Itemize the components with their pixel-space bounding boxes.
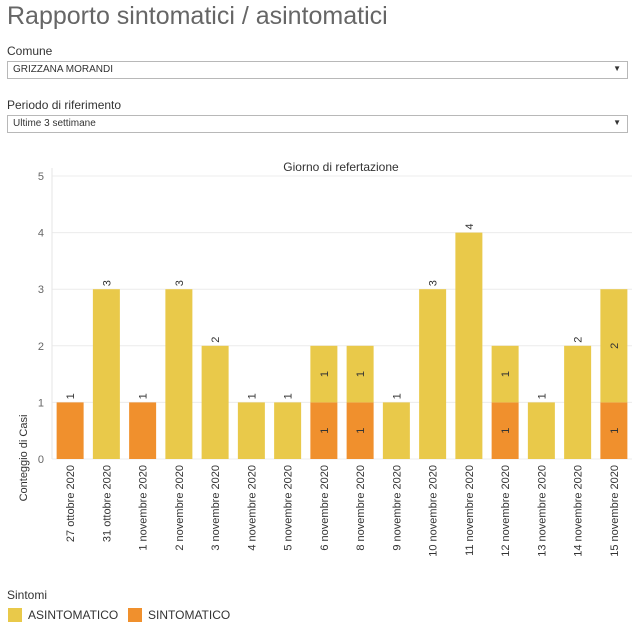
data-label: 3 [428,280,440,286]
bar-asintomatico[interactable] [491,345,519,403]
x-tick-label: 4 novembre 2020 [246,465,258,551]
x-tick-label: 10 novembre 2020 [428,465,440,557]
data-label: 1 [500,371,512,377]
x-tick-label: 2 novembre 2020 [174,465,186,551]
y-tick-label: 0 [38,454,44,466]
bar-asintomatico[interactable] [346,345,374,403]
bar-asintomatico[interactable] [274,402,302,459]
comune-label: Comune [7,44,53,58]
x-tick-label: 11 novembre 2020 [464,465,476,556]
x-tick-label: 6 novembre 2020 [319,465,331,551]
bar-asintomatico[interactable] [92,289,120,459]
legend-swatch-asintomatico [8,608,22,622]
x-tick-label: 12 novembre 2020 [500,465,512,557]
x-tick-label: 14 novembre 2020 [573,465,585,557]
data-label: 1 [138,393,150,399]
legend-title: Sintomi [7,588,48,602]
bar-asintomatico[interactable] [201,345,229,459]
bar-sintomatico[interactable] [56,402,84,459]
periodo-dropdown[interactable]: Ultime 3 settimane ▼ [7,115,628,133]
x-tick-label: 3 novembre 2020 [210,465,222,551]
data-label: 1 [283,393,295,399]
y-tick-label: 1 [38,397,44,409]
data-label: 1 [500,428,512,434]
periodo-label: Periodo di riferimento [7,98,122,112]
data-label: 1 [355,371,367,377]
y-tick-label: 2 [38,341,44,353]
data-label: 1 [246,393,258,399]
bar-asintomatico[interactable] [455,232,483,459]
x-tick-label: 31 ottobre 2020 [101,465,113,542]
periodo-value: Ultime 3 settimane [13,118,96,129]
bar-asintomatico[interactable] [527,402,555,459]
y-tick-label: 3 [38,284,44,296]
x-tick-label: 27 ottobre 2020 [65,465,77,542]
chevron-down-icon: ▼ [613,64,621,73]
data-label: 1 [319,428,331,434]
bar-asintomatico[interactable] [310,345,338,403]
bar-asintomatico[interactable] [419,289,447,459]
data-label: 1 [391,393,403,399]
bar-asintomatico[interactable] [564,345,592,459]
data-label: 1 [319,371,331,377]
data-label: 4 [464,223,476,229]
bar-asintomatico[interactable] [165,289,193,459]
y-tick-label: 4 [38,228,44,240]
data-label: 1 [355,428,367,434]
data-label: 3 [174,280,186,286]
data-label: 2 [210,337,222,343]
bar-asintomatico[interactable] [600,289,628,403]
chevron-down-icon: ▼ [613,118,621,127]
data-label: 2 [609,343,621,349]
chart-title: Giorno di refertazione [283,160,399,174]
bar-sintomatico[interactable] [346,402,374,459]
data-label: 1 [65,393,77,399]
y-tick-label: 5 [38,171,44,183]
bar-sintomatico[interactable] [129,402,157,459]
y-axis-label: Conteggio di Casi [18,415,30,502]
x-tick-label: 15 novembre 2020 [609,465,621,557]
bar-asintomatico[interactable] [382,402,410,459]
comune-dropdown[interactable]: GRIZZANA MORANDI ▼ [7,61,628,79]
page-title: Rapporto sintomatici / asintomatici [7,2,388,30]
data-label: 2 [573,337,585,343]
x-tick-label: 1 novembre 2020 [138,465,150,551]
data-label: 1 [536,393,548,399]
legend-label-sintomatico: SINTOMATICO [148,608,231,622]
bar-sintomatico[interactable] [491,402,519,459]
legend-label-asintomatico: ASINTOMATICO [28,608,119,622]
legend-swatch-sintomatico [128,608,142,622]
x-tick-label: 9 novembre 2020 [391,465,403,551]
data-label: 1 [609,428,621,434]
x-tick-label: 8 novembre 2020 [355,465,367,551]
bar-asintomatico[interactable] [237,402,265,459]
data-label: 3 [101,280,113,286]
comune-value: GRIZZANA MORANDI [13,64,114,75]
x-tick-label: 5 novembre 2020 [283,465,295,551]
bar-sintomatico[interactable] [310,402,338,459]
bar-sintomatico[interactable] [600,402,628,459]
x-tick-label: 13 novembre 2020 [536,465,548,557]
